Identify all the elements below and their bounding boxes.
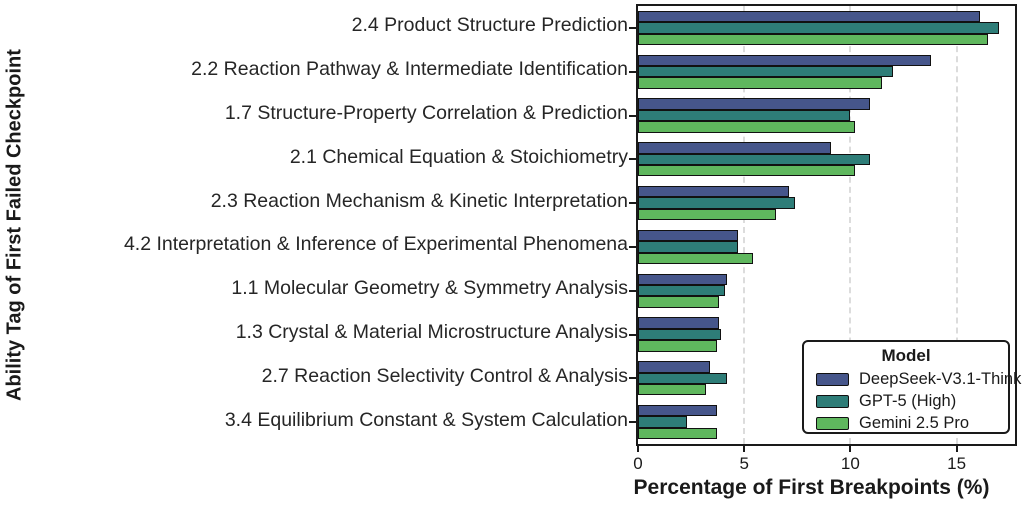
legend-swatch bbox=[816, 394, 849, 408]
x-axis-label: Percentage of First Breakpoints (%) bbox=[633, 476, 990, 499]
y-tick bbox=[629, 70, 636, 73]
y-tick bbox=[629, 333, 636, 336]
legend: Model DeepSeek-V3.1-Think GPT-5 (High) Gem… bbox=[802, 340, 1021, 434]
bar-gpt-5-high- bbox=[638, 372, 728, 384]
y-tick bbox=[629, 158, 636, 161]
y-tick bbox=[629, 114, 636, 117]
bar-group bbox=[638, 94, 1015, 138]
bar-gemini-2-5-pro bbox=[638, 121, 855, 133]
bar-gpt-5-high- bbox=[638, 109, 851, 122]
x-tick bbox=[743, 446, 746, 452]
category-label: 1.7 Structure-Property Correlation & Pre… bbox=[224, 101, 628, 124]
bar-group bbox=[638, 181, 1015, 225]
y-axis-label: Ability Tag of First Failed Checkpoint bbox=[3, 49, 26, 401]
bar-group bbox=[638, 6, 1015, 50]
bar-deepseek-v3-1-think bbox=[638, 54, 932, 66]
bar-group bbox=[638, 400, 1015, 444]
y-tick bbox=[629, 289, 636, 292]
bar-deepseek-v3-1-think bbox=[638, 317, 719, 329]
bar-group bbox=[638, 225, 1015, 269]
category-label: 2.3 Reaction Mechanism & Kinetic Interpr… bbox=[210, 189, 628, 212]
bar-deepseek-v3-1-think bbox=[638, 273, 728, 285]
bar-gemini-2-5-pro bbox=[638, 296, 719, 308]
bar-gpt-5-high- bbox=[638, 197, 796, 209]
bar-deepseek-v3-1-think bbox=[638, 10, 980, 23]
bar-group bbox=[638, 137, 1015, 181]
bar-gpt-5-high- bbox=[638, 153, 870, 165]
bar-deepseek-v3-1-think bbox=[638, 361, 711, 373]
category-label: 1.3 Crystal & Material Microstructure An… bbox=[235, 320, 628, 343]
category-label: 2.7 Reaction Selectivity Control & Analy… bbox=[261, 364, 628, 387]
legend-title: Model bbox=[881, 346, 931, 365]
x-tick-label: 5 bbox=[739, 454, 749, 473]
gridline-x-10 bbox=[849, 6, 852, 444]
bar-gemini-2-5-pro bbox=[638, 427, 717, 440]
bar-gpt-5-high- bbox=[638, 328, 721, 341]
gridline-x-15 bbox=[955, 6, 958, 444]
bar-gemini-2-5-pro bbox=[638, 252, 753, 264]
bar-gemini-2-5-pro bbox=[638, 164, 855, 177]
bar-deepseek-v3-1-think bbox=[638, 229, 738, 242]
x-tick-label: 15 bbox=[947, 454, 967, 473]
category-label: 1.1 Molecular Geometry & Symmetry Analys… bbox=[231, 277, 628, 300]
bar-gemini-2-5-pro bbox=[638, 208, 777, 221]
category-label: 2.1 Chemical Equation & Stoichiometry bbox=[289, 145, 628, 168]
legend-entry: Gemini 2.5 Pro bbox=[804, 412, 1008, 434]
bar-gpt-5-high- bbox=[638, 416, 687, 428]
x-tick bbox=[849, 446, 852, 452]
legend-entry: DeepSeek-V3.1-Think bbox=[804, 368, 1021, 390]
category-label: 3.4 Equilibrium Constant & System Calcul… bbox=[224, 408, 628, 431]
bar-gemini-2-5-pro bbox=[638, 340, 717, 352]
bar-group bbox=[638, 313, 1015, 357]
bar-group bbox=[638, 50, 1015, 94]
category-label: 2.4 Product Structure Prediction bbox=[351, 14, 628, 37]
bar-deepseek-v3-1-think bbox=[638, 98, 870, 110]
bar-gpt-5-high- bbox=[638, 241, 738, 253]
bar-deepseek-v3-1-think bbox=[638, 405, 717, 417]
y-tick bbox=[629, 245, 636, 248]
plot-area bbox=[636, 4, 1017, 446]
legend-entry-label: GPT-5 (High) bbox=[859, 391, 957, 410]
legend-entry-label: Gemini 2.5 Pro bbox=[859, 413, 970, 432]
bar-deepseek-v3-1-think bbox=[638, 142, 832, 154]
bar-gemini-2-5-pro bbox=[638, 77, 883, 89]
x-tick-label: 10 bbox=[840, 454, 860, 473]
x-tick bbox=[955, 446, 958, 452]
bar-gpt-5-high- bbox=[638, 285, 726, 297]
category-label: 4.2 Interpretation & Inference of Experi… bbox=[123, 233, 628, 256]
bar-gpt-5-high- bbox=[638, 22, 1000, 34]
bar-gemini-2-5-pro bbox=[638, 383, 706, 396]
y-tick bbox=[629, 377, 636, 380]
bar-group bbox=[638, 269, 1015, 313]
gridline-x-5 bbox=[743, 6, 746, 444]
bar-gpt-5-high- bbox=[638, 66, 893, 78]
legend-entry: GPT-5 (High) bbox=[804, 390, 1008, 412]
y-tick bbox=[629, 26, 636, 29]
legend-entry-label: DeepSeek-V3.1-Think bbox=[859, 369, 1022, 388]
bar-gemini-2-5-pro bbox=[638, 33, 989, 45]
x-tick-label: 0 bbox=[633, 454, 643, 473]
y-tick bbox=[629, 421, 636, 424]
category-label: 2.2 Reaction Pathway & Intermediate Iden… bbox=[191, 58, 628, 81]
legend-swatch bbox=[816, 416, 849, 430]
y-tick bbox=[629, 202, 636, 205]
legend-swatch bbox=[816, 372, 849, 386]
x-tick bbox=[637, 446, 639, 452]
legend-entries: DeepSeek-V3.1-Think GPT-5 (High) Gemini 2.… bbox=[804, 368, 1021, 434]
category-axis-labels: 2.4 Product Structure Prediction 2.2 Reac… bbox=[28, 4, 628, 446]
bar-group bbox=[638, 356, 1015, 400]
bar-deepseek-v3-1-think bbox=[638, 186, 789, 198]
